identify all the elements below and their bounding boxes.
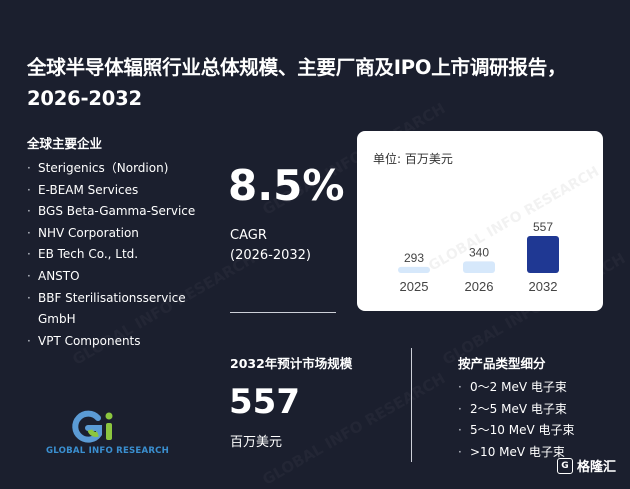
footer-brand: G 格隆汇 bbox=[557, 456, 616, 475]
list-item: 2～5 MeV 电子束 bbox=[458, 399, 574, 421]
cagr-label: CAGR bbox=[230, 228, 267, 243]
companies-list: Sterigenics（Nordion) E-BEAM Services BGS… bbox=[27, 158, 202, 352]
page-title: 全球半导体辐照行业总体规模、主要厂商及IPO上市调研报告，2026-2032 bbox=[27, 56, 567, 110]
gi-logo-icon bbox=[72, 410, 113, 443]
bar-2032 bbox=[527, 236, 559, 273]
x-tick-label-2025: 2025 bbox=[400, 279, 429, 294]
list-item: EB Tech Co., Ltd. bbox=[27, 244, 202, 266]
list-item: ANSTO bbox=[27, 266, 202, 288]
list-item: VPT Components bbox=[27, 331, 202, 353]
chart-card: GLOBAL INFO RESEARCH 单位: 百万美元 293 2025 340… bbox=[357, 131, 603, 311]
gelonghui-icon: G bbox=[557, 457, 573, 474]
footer-brand-label: 格隆汇 bbox=[577, 460, 617, 475]
cagr-period: (2026-2032) bbox=[230, 248, 312, 263]
gir-logo: GLOBAL INFO RESEARCH bbox=[46, 410, 176, 460]
divider bbox=[230, 312, 336, 313]
data-label-2025: 293 bbox=[404, 251, 424, 265]
data-label-2032: 557 bbox=[533, 220, 553, 234]
companies-heading: 全球主要企业 bbox=[27, 136, 103, 151]
list-item: >10 MeV 电子束 bbox=[458, 442, 574, 464]
logo-text: GLOBAL INFO RESEARCH bbox=[46, 446, 170, 456]
list-item: NHV Corporation bbox=[27, 223, 202, 245]
list-item: Sterigenics（Nordion) bbox=[27, 158, 202, 180]
types-list: 0～2 MeV 电子束 2～5 MeV 电子束 5～10 MeV 电子束 >10… bbox=[458, 377, 574, 463]
list-item: 0～2 MeV 电子束 bbox=[458, 377, 574, 399]
x-tick-label-2032: 2032 bbox=[529, 279, 558, 294]
data-label-2026: 340 bbox=[469, 245, 489, 259]
market-size-heading: 2032年预计市场规模 bbox=[230, 356, 353, 371]
x-tick-label-2026: 2026 bbox=[465, 279, 494, 294]
market-size-unit: 百万美元 bbox=[230, 435, 283, 450]
list-item: E-BEAM Services bbox=[27, 180, 202, 202]
chart-unit-label: 单位: 百万美元 bbox=[373, 152, 453, 166]
cagr-value: 8.5% bbox=[228, 161, 345, 210]
list-item: 5～10 MeV 电子束 bbox=[458, 420, 574, 442]
types-heading: 按产品类型细分 bbox=[458, 356, 546, 371]
list-item: BBF Sterilisationsservice GmbH bbox=[27, 288, 202, 331]
bar-2025 bbox=[398, 266, 430, 273]
bar-2026 bbox=[463, 261, 495, 273]
market-size-value: 557 bbox=[229, 382, 300, 422]
divider bbox=[411, 348, 412, 462]
bar-chart: 293 2025 340 2026 557 2032 bbox=[398, 220, 559, 294]
list-item: BGS Beta-Gamma-Service bbox=[27, 201, 202, 223]
